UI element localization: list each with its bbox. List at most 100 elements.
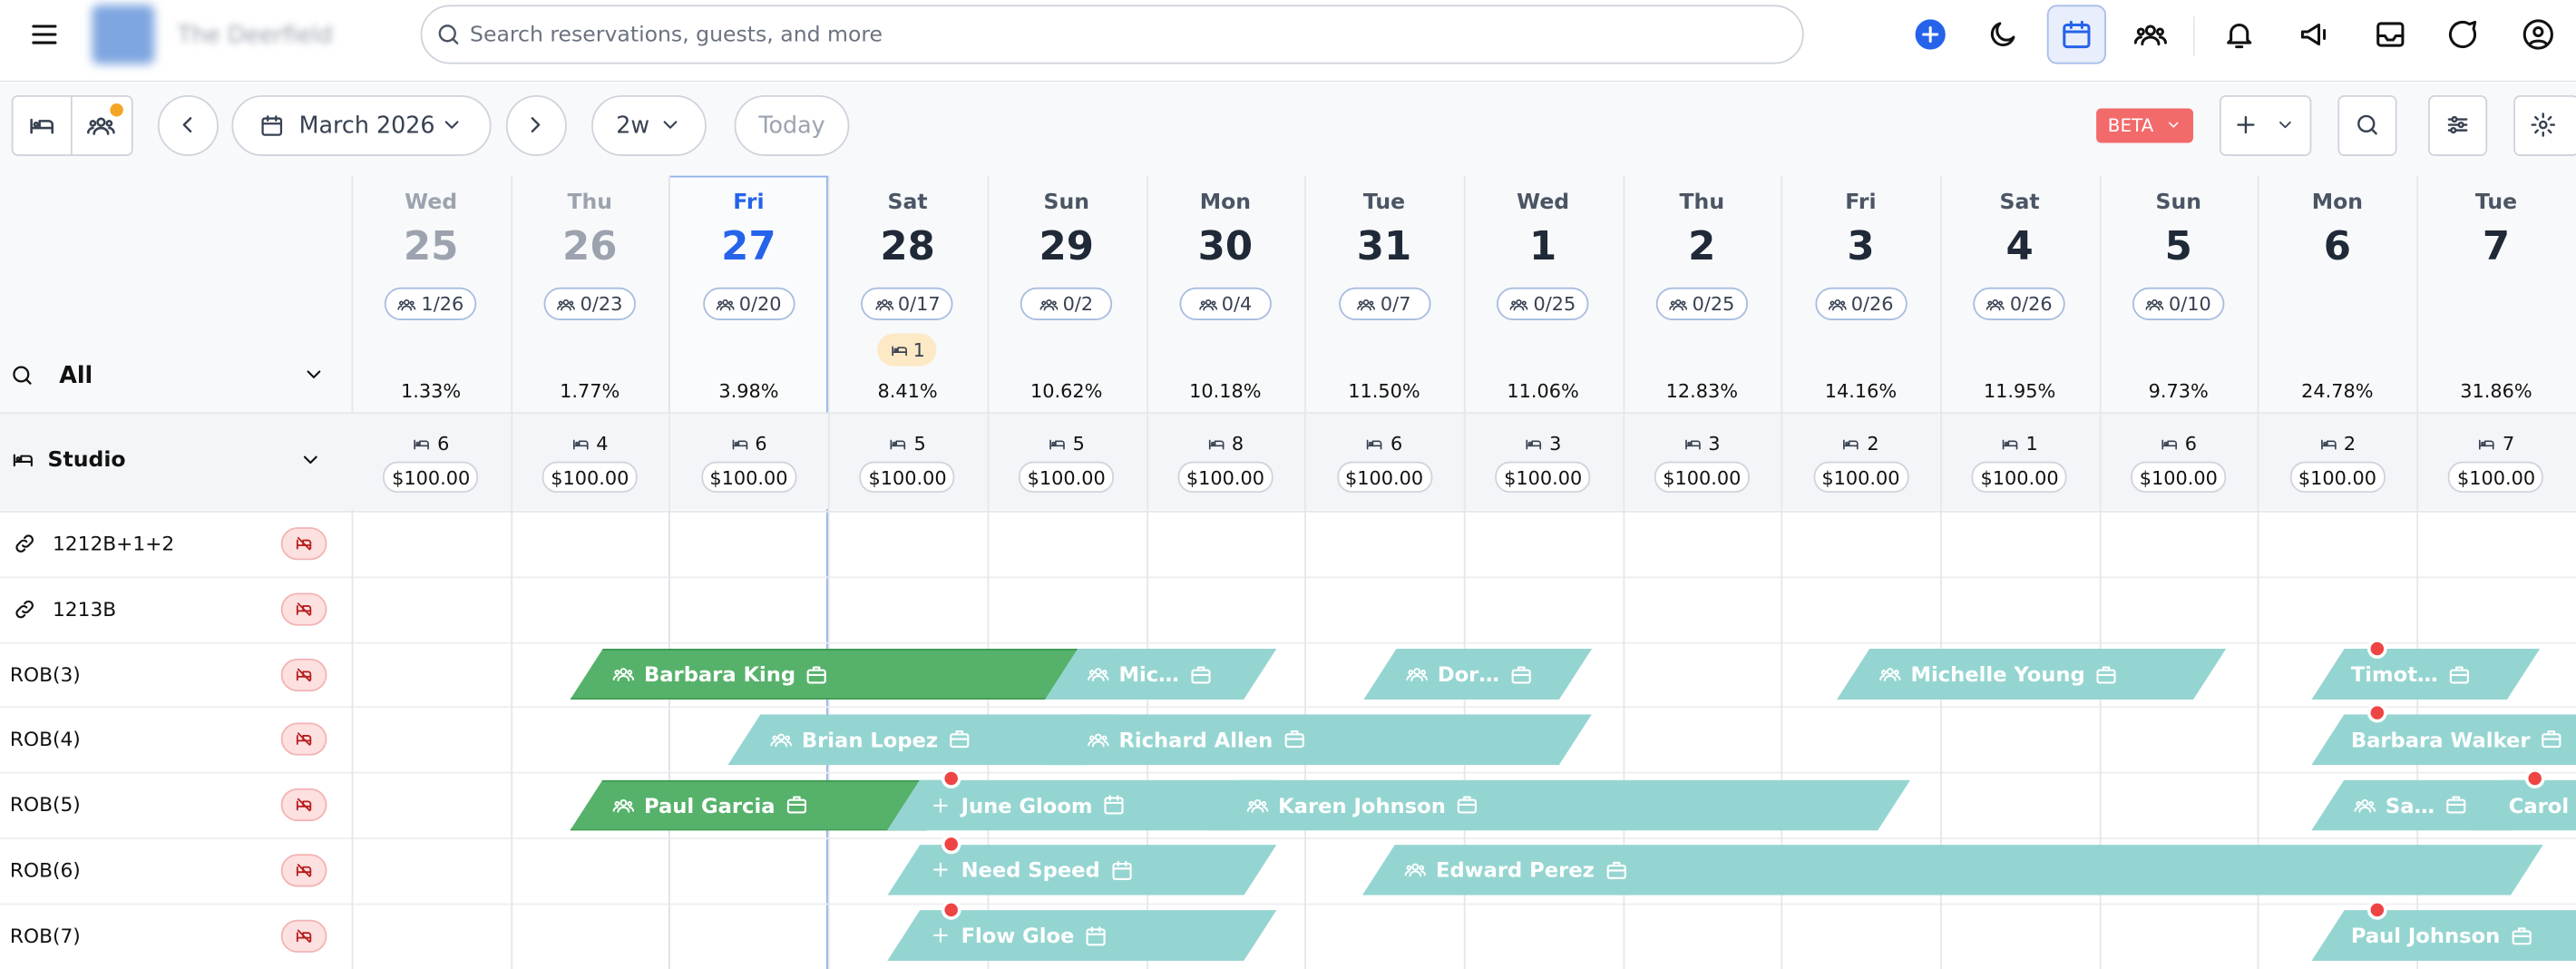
room-name: 1212B+1+2: [52, 532, 175, 555]
occupancy-badge: 0/23: [543, 287, 637, 320]
icon-shape: [2457, 121, 2464, 129]
housekeeping-status[interactable]: [280, 723, 327, 757]
date: 29: [1039, 223, 1094, 269]
button[interactable]: [157, 94, 219, 156]
icon-shape: [1516, 299, 1523, 305]
icon-shape: [15, 600, 34, 618]
brief-icon: [1189, 662, 1212, 685]
icon-shape: [1407, 676, 1427, 680]
bed-icon: [1843, 438, 1859, 449]
icon-shape: [557, 304, 576, 310]
right-icon: [531, 117, 541, 133]
reservation[interactable]: Barbara Walker: [2311, 714, 2576, 765]
moon-icon: [1990, 22, 2015, 46]
housekeeping-status[interactable]: [280, 592, 327, 626]
reservation[interactable]: Dor…: [1363, 649, 1592, 700]
reservation[interactable]: Michelle Young: [1837, 649, 2226, 700]
icon-shape: [771, 741, 791, 746]
date: 28: [880, 223, 935, 269]
bed-icon: [2320, 438, 2336, 449]
icon-shape: [1526, 438, 1542, 449]
guest-name: Paul Garcia: [643, 792, 776, 817]
reservation[interactable]: Edward Perez: [1362, 845, 2543, 896]
icon-shape: [1285, 732, 1303, 739]
icon-shape: [2144, 24, 2156, 36]
price-badge: $100.00: [1654, 461, 1750, 494]
grid-line: [1146, 175, 1148, 969]
reservation[interactable]: Barbara King: [570, 649, 1118, 700]
housekeeping-status[interactable]: [280, 919, 327, 953]
button[interactable]: [2337, 94, 2397, 156]
icon-shape: [1882, 670, 1886, 674]
weekday: Sun: [2155, 190, 2201, 216]
icon-shape: [1998, 299, 2004, 305]
nobed-icon: [296, 798, 312, 812]
icon-shape: [1090, 670, 1094, 674]
weekday: Tue: [2474, 190, 2518, 216]
icon-shape: [876, 299, 882, 305]
alert-dot: [941, 768, 961, 789]
icon-shape: [951, 732, 968, 739]
search-box[interactable]: [420, 5, 1804, 64]
icon-shape: [32, 121, 39, 127]
guest-name: June Gloom: [961, 792, 1093, 817]
button[interactable]: [2219, 94, 2312, 156]
brief-icon: [1605, 859, 1627, 882]
search-icon: [438, 24, 459, 44]
icon-shape: [1106, 797, 1123, 803]
reservation[interactable]: Paul Johnson: [2311, 910, 2576, 961]
icon-shape: [1412, 865, 1418, 870]
calendar-tab[interactable]: [2046, 5, 2106, 64]
icon-shape: [1367, 438, 1383, 449]
group-icon: [1247, 794, 1269, 816]
occupancy-rate: 12.83%: [1665, 379, 1739, 403]
icon-shape: [717, 299, 723, 305]
group-icon: [2133, 24, 2167, 46]
room-name: ROB(3): [9, 662, 81, 686]
icon-shape: [2357, 114, 2376, 133]
icon-shape: [1285, 735, 1303, 748]
button[interactable]: [505, 94, 567, 156]
icon-shape: [2168, 122, 2179, 128]
bed-icon: [731, 438, 747, 449]
grid-line: [0, 412, 2576, 415]
icon-shape: [1359, 299, 1364, 305]
occupancy-badge: 0/17: [861, 287, 954, 320]
button[interactable]: [231, 94, 492, 156]
button[interactable]: [734, 94, 850, 156]
button[interactable]: [2513, 94, 2576, 156]
housekeeping-status[interactable]: [280, 526, 327, 561]
icon-shape: [628, 801, 631, 805]
reservation[interactable]: Timot…: [2311, 649, 2540, 700]
housekeeping-status[interactable]: [280, 657, 327, 691]
button[interactable]: [591, 94, 707, 156]
housekeeping-status[interactable]: [280, 788, 327, 822]
housekeeping-status[interactable]: [280, 854, 327, 887]
icon-shape: [296, 800, 312, 811]
icon-shape: [1986, 304, 2005, 310]
room-name: ROB(5): [9, 793, 81, 817]
icon-shape: [438, 24, 456, 43]
occupancy: 0/26: [2009, 292, 2053, 316]
reservation[interactable]: Mic…: [1045, 649, 1276, 700]
weekday: Sat: [1999, 190, 2040, 216]
icon-shape: [893, 440, 897, 445]
reservation[interactable]: Karen Johnson: [1205, 779, 1911, 830]
icon-shape: [1684, 438, 1701, 449]
icon-shape: [616, 670, 620, 674]
reservation[interactable]: Brian Lopez: [727, 714, 1118, 765]
beta-badge[interactable]: [2096, 108, 2193, 143]
reservation[interactable]: Richard Allen: [1045, 714, 1592, 765]
icon-shape: [297, 798, 311, 812]
today-label: Today: [758, 113, 825, 140]
grid-line: [2258, 175, 2260, 969]
icon-shape: [410, 299, 415, 305]
available-count: 5: [1034, 432, 1099, 455]
icon-shape: [2447, 800, 2464, 813]
grid-line: [2099, 175, 2101, 969]
icon-shape: [1051, 440, 1056, 445]
icon-shape: [1669, 304, 1688, 310]
occupancy-badge: 0/7: [1338, 287, 1430, 320]
nobed-icon: [296, 928, 312, 943]
search-icon: [12, 365, 31, 384]
